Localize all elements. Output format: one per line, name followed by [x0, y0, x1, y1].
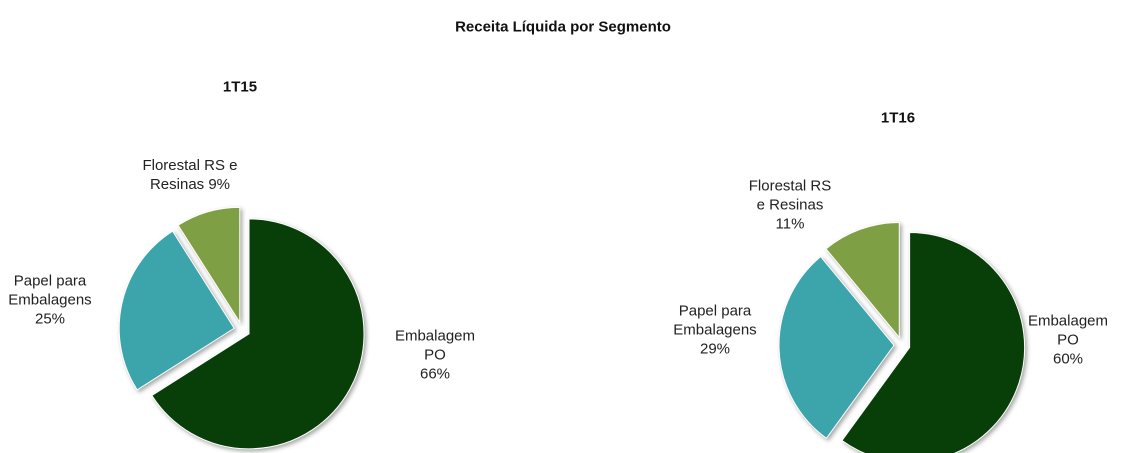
slice-label: Embalagem PO 60% [1021, 312, 1116, 369]
category-label: Embalagem PO [394, 327, 476, 364]
slice-label: Embalagem PO 66% [388, 327, 483, 384]
value-label: 66% [419, 365, 451, 383]
value-label: 11% [775, 215, 805, 233]
pie-slice [177, 206, 241, 325]
chart-title: 1T16 [880, 109, 916, 127]
category-label: Florestal RS e Resinas [142, 157, 238, 193]
category-label: Papel para Embalagens [8, 272, 92, 309]
category-label: Florestal RS e Resinas [748, 177, 832, 214]
value-label: 60% [1052, 350, 1084, 368]
slice-label: Florestal RS e Resinas 11% [745, 177, 835, 234]
category-label: Embalagem PO [1027, 312, 1109, 349]
pie-slice [825, 221, 900, 339]
value-label: 9% [208, 176, 231, 193]
category-label: Papel para Embalagens [673, 302, 757, 339]
value-label: 29% [699, 340, 731, 358]
slice-label: Papel para Embalagens 29% [668, 302, 763, 359]
pie-slice [778, 255, 895, 439]
slice-label: Papel para Embalagens 25% [3, 272, 98, 329]
pie-slice [118, 230, 235, 391]
value-label: 25% [34, 310, 66, 328]
page-title: Receita Líquida por Segmento [455, 18, 671, 36]
chart-title: 1T15 [222, 78, 258, 96]
pie-slice [151, 218, 365, 450]
slice-label: Florestal RS e Resinas 9% [133, 156, 248, 194]
pie-slice [841, 231, 1026, 453]
